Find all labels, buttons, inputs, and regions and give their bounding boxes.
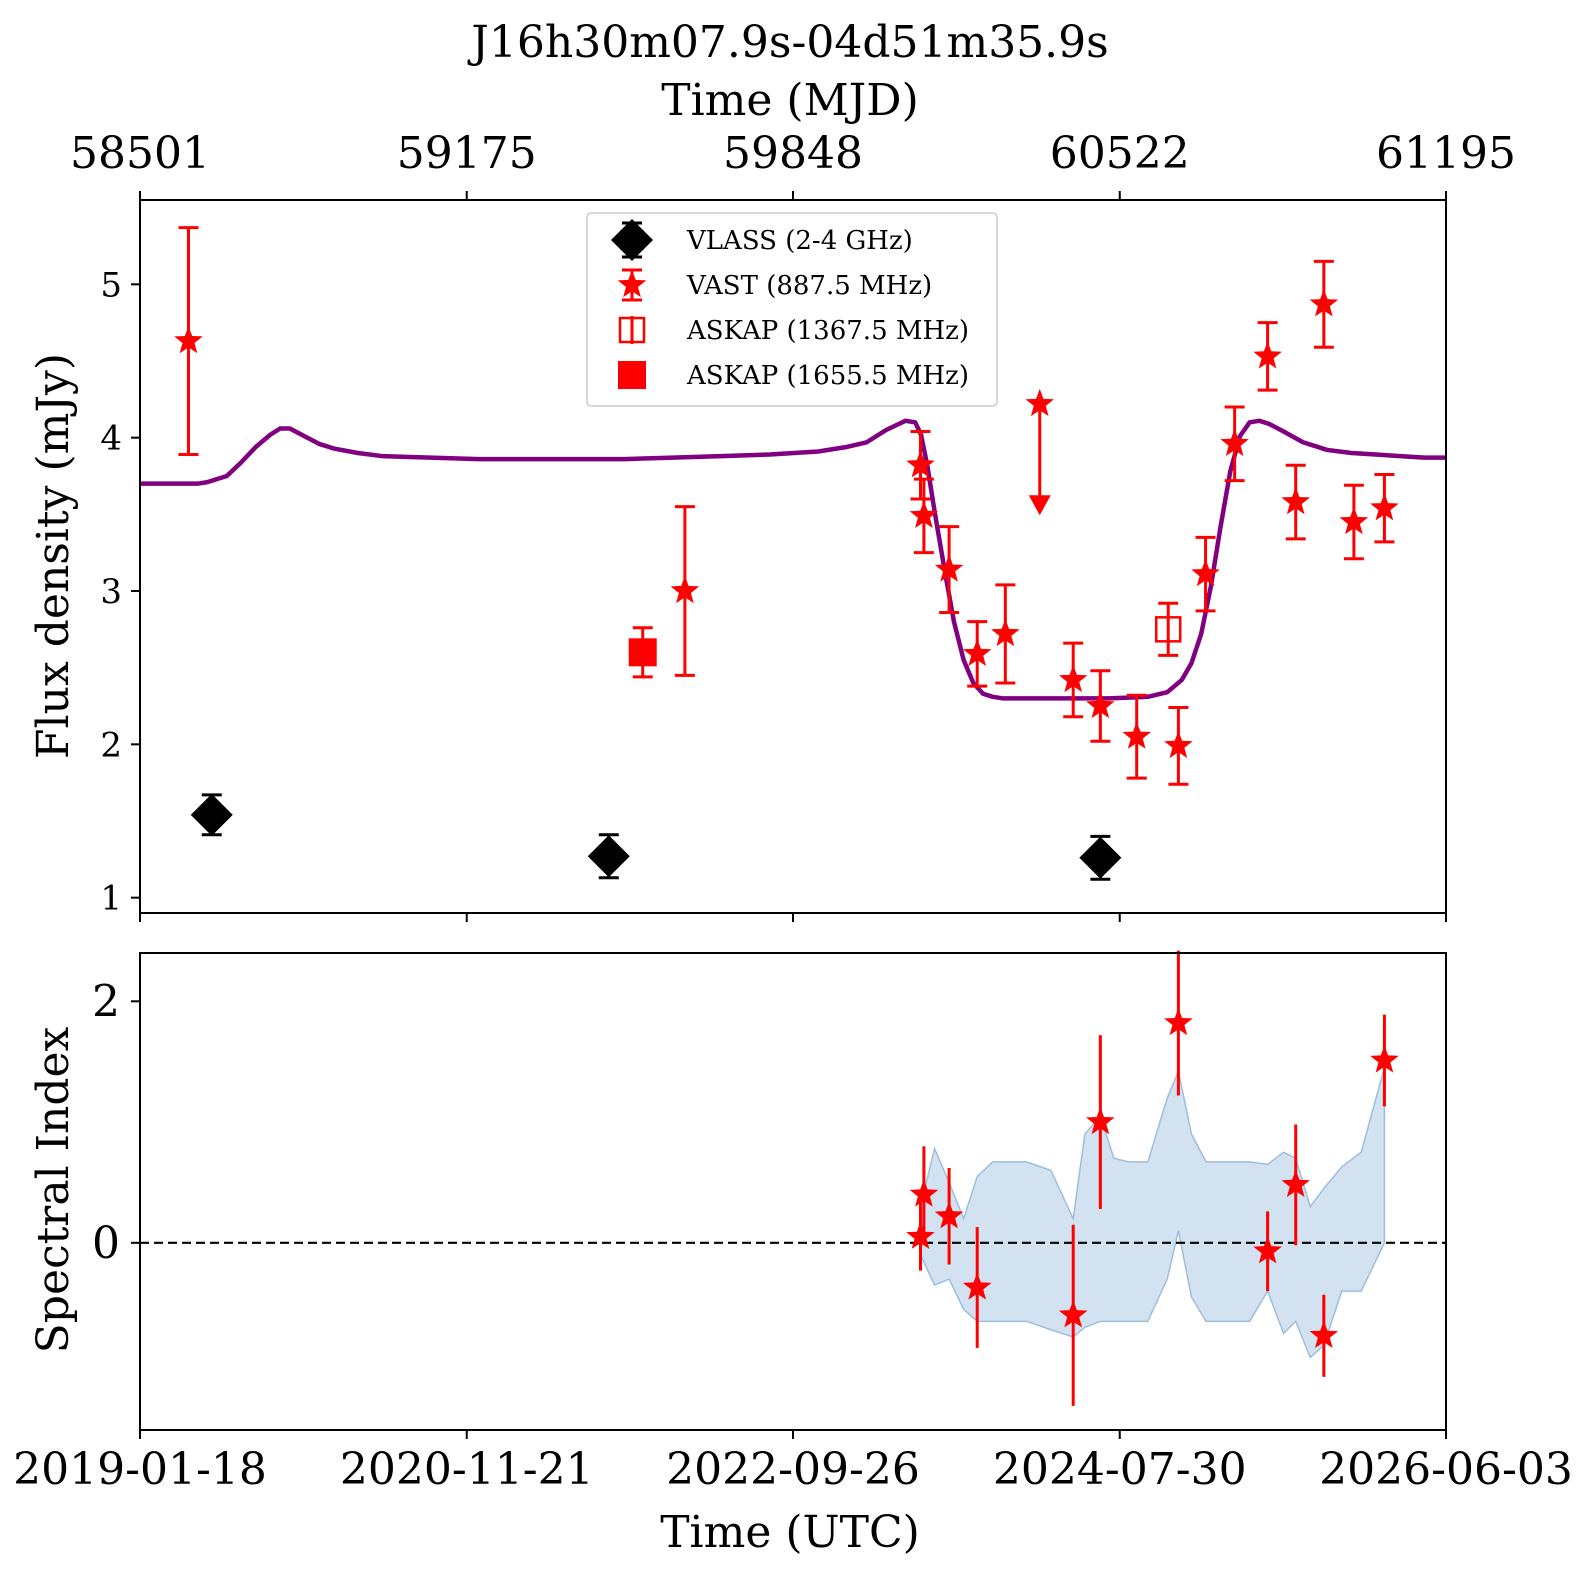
star-marker (1058, 664, 1088, 693)
star-marker (1086, 691, 1115, 719)
star-marker (1309, 289, 1339, 317)
top-axis-label: Time (MJD) (661, 75, 918, 126)
legend-filled-square-marker (618, 361, 646, 389)
flux-panel: 58501 59175 59848 60522 61195 1 2 3 4 5 Flux den… (28, 128, 1516, 922)
star-marker (1191, 559, 1220, 587)
spectral-index-star-marker (1058, 1300, 1088, 1328)
star-marker (1122, 721, 1151, 749)
legend-open-square-marker (618, 316, 646, 344)
star-marker (1370, 493, 1399, 521)
mjd-tick-label: 59175 (397, 128, 537, 179)
spectral-index-star-marker (962, 1272, 992, 1300)
utc-tick-label: 2019-01-18 (13, 1444, 267, 1495)
legend-diamond-marker (611, 219, 653, 261)
star-marker (1253, 341, 1282, 369)
utc-tick-label: 2026-06-03 (1319, 1444, 1573, 1495)
spectral-index-star-marker (1281, 1169, 1310, 1197)
spectral-index-star-marker (934, 1201, 964, 1229)
chart-title: J16h30m07.9s-04d51m35.9s (467, 17, 1109, 68)
spectral-index-star-marker (1309, 1320, 1339, 1348)
flux-y-tick-label: 3 (100, 572, 122, 612)
flux-y-tick-label: 1 (100, 879, 122, 919)
legend-label: VAST (887.5 MHz) (686, 271, 932, 301)
flux-y-tick-label: 5 (100, 265, 122, 305)
utc-tick-label: 2022-09-26 (666, 1444, 920, 1495)
mjd-tick-label: 61195 (1376, 128, 1516, 179)
star-marker (962, 638, 992, 666)
flux-y-tick-label: 2 (100, 725, 122, 765)
legend-label: VLASS (2-4 GHz) (686, 226, 913, 256)
utc-tick-label: 2020-11-21 (340, 1444, 594, 1495)
spectral-index-star-marker (1370, 1045, 1399, 1073)
upper-limit-arrowhead (1028, 495, 1051, 516)
spectral-index-star-marker (906, 1221, 935, 1249)
star-marker (906, 450, 935, 478)
spectral-index-star-marker (909, 1179, 939, 1207)
x-axis-label: Time (UTC) (660, 1507, 920, 1558)
star-marker (174, 326, 203, 354)
legend: VLASS (2-4 GHz) VAST (887.5 MHz) ASKAP (13… (586, 212, 998, 407)
legend-label: ASKAP (1367.5 MHz) (686, 316, 969, 346)
spectral-index-y-axis-label: Spectral Index (28, 1026, 79, 1353)
star-marker (991, 618, 1020, 647)
diamond-marker (1079, 836, 1122, 879)
utc-tick-label: 2024-07-30 (993, 1444, 1247, 1495)
spectral-index-star-marker (1086, 1107, 1115, 1135)
filled-square-marker (628, 638, 657, 667)
star-marker (1164, 730, 1193, 758)
star-marker (909, 500, 939, 528)
star-marker (1339, 507, 1369, 535)
flux-y-axis-label: Flux density (mJy) (28, 353, 79, 759)
open-square-marker (1154, 616, 1182, 643)
mjd-tick-label: 58501 (70, 128, 210, 179)
model-curve (140, 418, 1446, 701)
spectral-index-y-tick-label: 2 (92, 976, 120, 1027)
star-marker (934, 554, 964, 582)
spectral-index-y-tick-label: 0 (92, 1218, 120, 1269)
flux-y-tick-label: 4 (100, 419, 122, 459)
star-marker (670, 576, 700, 604)
legend-star-marker (617, 270, 647, 298)
diamond-marker (587, 835, 630, 878)
star-marker (1281, 487, 1310, 515)
spectral-index-star-marker (1164, 1008, 1193, 1036)
mjd-tick-label: 60522 (1050, 128, 1190, 179)
upper-limit-star-marker (1025, 388, 1055, 417)
mjd-tick-label: 59848 (723, 128, 863, 179)
legend-frame (586, 212, 998, 407)
uncertainty-band (919, 1067, 1386, 1359)
spectral-index-panel: 2019-01-18 2020-11-21 2022-09-26 2024-07-30… (13, 950, 1573, 1558)
spectral-index-star-marker (1253, 1236, 1282, 1264)
legend-label: ASKAP (1655.5 MHz) (686, 361, 969, 391)
diamond-marker (190, 793, 233, 836)
star-marker (1220, 428, 1249, 456)
